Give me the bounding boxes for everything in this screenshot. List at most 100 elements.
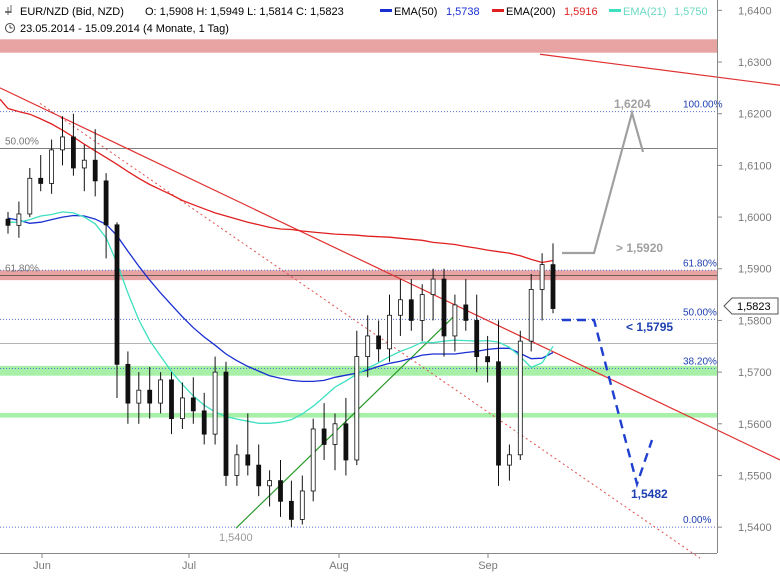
candle-body-35 (387, 314, 392, 350)
downtrend-line (0, 87, 780, 461)
ema50-legend-label: EMA(50) (394, 6, 437, 18)
upper-red-line (539, 53, 780, 86)
candle-body-43 (474, 320, 480, 358)
ohlc-label: O: 1,5908 H: 1,5949 L: 1,5814 C: 1,5823 (145, 6, 344, 18)
resistance-label: > 1,5920 (616, 241, 663, 255)
last-price-value: 1,5823 (737, 301, 771, 313)
y-tick-label-6: 1,5800 (738, 315, 772, 327)
instrument-label: EUR/NZD (Bid, NZD) (20, 6, 124, 18)
ema200-legend-swatch (492, 9, 504, 12)
y-tick-label-4: 1,6000 (738, 212, 772, 224)
candle-body-29 (321, 428, 327, 445)
candle-body-49 (539, 264, 545, 290)
candle-body-28 (310, 428, 316, 492)
candle-body-19 (212, 371, 218, 435)
candle-body-6 (71, 136, 76, 169)
candle-body-17 (190, 397, 196, 412)
candles-layer (5, 113, 556, 528)
ema-line-2 (7, 107, 554, 264)
candle-body-37 (408, 299, 414, 321)
y-tick-label-2: 1,6200 (738, 109, 772, 121)
y-tick-label-7: 1,5700 (738, 367, 772, 379)
candle-body-10 (114, 224, 120, 365)
ema21-legend-swatch (609, 9, 621, 12)
candle-body-13 (147, 389, 153, 404)
candle-body-25 (278, 480, 283, 502)
bullish-projection (562, 108, 645, 255)
target-low-label: 1,5482 (631, 487, 668, 501)
minimize-icon[interactable] (5, 5, 12, 15)
candle-body-48 (528, 289, 534, 342)
candle-body-38 (419, 294, 425, 321)
y-tick-label-1: 1,6300 (738, 57, 772, 69)
chart-header: EUR/NZD (Bid, NZD) O: 1,5908 H: 1,5949 L… (5, 5, 708, 35)
candle-body-16 (179, 397, 185, 420)
candle-body-47 (517, 340, 523, 456)
candle-body-31 (343, 423, 349, 461)
candle-body-22 (245, 454, 251, 466)
candle-body-42 (463, 304, 469, 321)
zone-0 (0, 39, 717, 53)
candle-body-18 (201, 410, 207, 435)
candle-body-23 (256, 464, 262, 487)
candle-body-0 (5, 218, 11, 226)
target-high-label: 1,6204 (614, 97, 651, 111)
candle-body-39 (430, 278, 436, 295)
clock-icon (5, 23, 15, 33)
ema200-legend-label: EMA(200) (506, 6, 556, 18)
candle-body-1 (16, 213, 22, 226)
low-label: 1,5400 (219, 532, 253, 544)
candle-body-40 (441, 278, 447, 337)
candle-body-41 (452, 304, 458, 337)
fib-label-3: 38.20% (683, 356, 717, 367)
candle-body-45 (496, 361, 501, 466)
candle-body-3 (38, 177, 44, 184)
ema50-legend-value: 1,5738 (446, 6, 480, 18)
support-label: < 1,5795 (626, 320, 673, 334)
y-tick-label-8: 1,5600 (738, 419, 772, 431)
fib-label-1: 61.80% (683, 258, 717, 269)
y-tick-label-0: 1,6400 (738, 5, 772, 17)
header-background (0, 0, 712, 38)
bearish-projection (562, 318, 654, 489)
candle-body-24 (267, 480, 273, 487)
left-level-label-0: 50.00% (5, 136, 39, 147)
candle-body-34 (376, 335, 382, 350)
date-range-label: 23.05.2014 - 15.09.2014 (4 Monate, 1 Tag… (20, 23, 229, 35)
candle-body-5 (60, 136, 65, 151)
fib-label-0: 100.00% (683, 100, 723, 111)
left-level-label-1: 61.80% (5, 263, 39, 274)
candle-body-27 (299, 490, 305, 520)
candle-body-2 (27, 177, 33, 215)
x-tick-label-0: Jun (33, 560, 51, 572)
candle-body-20 (223, 371, 229, 476)
candle-body-9 (103, 180, 109, 226)
y-tick-label-10: 1,5400 (738, 522, 772, 534)
candle-body-11 (125, 363, 131, 404)
candle-body-12 (136, 389, 142, 404)
ema21-legend-value: 1,5750 (674, 6, 708, 18)
fib-label-4: 0.00% (683, 515, 711, 526)
fib-label-2: 50.00% (683, 307, 717, 318)
ema200-legend-value: 1,5916 (564, 6, 598, 18)
candle-body-15 (169, 379, 174, 420)
ema-line-1 (8, 211, 554, 424)
candle-body-32 (354, 356, 360, 461)
candle-body-7 (81, 159, 87, 169)
ema-line-0 (7, 214, 554, 383)
ema200-lead (0, 98, 9, 109)
candle-body-14 (158, 379, 164, 404)
candle-body-21 (234, 454, 240, 476)
last-price-badge: 1,5823 (723, 297, 779, 315)
x-tick-label-1: Jul (182, 560, 196, 572)
candle-body-4 (49, 149, 54, 184)
y-tick-label-3: 1,6100 (738, 160, 772, 172)
candle-body-8 (92, 159, 98, 182)
y-tick-label-5: 1,5900 (738, 264, 772, 276)
grid-layer: 100.00% 61.80% 50.00% 38.20% 0.00% 50.00% 61.8… (0, 100, 723, 528)
candle-body-33 (365, 335, 371, 358)
projection-layer (562, 108, 654, 489)
candle-body-44 (485, 356, 491, 363)
